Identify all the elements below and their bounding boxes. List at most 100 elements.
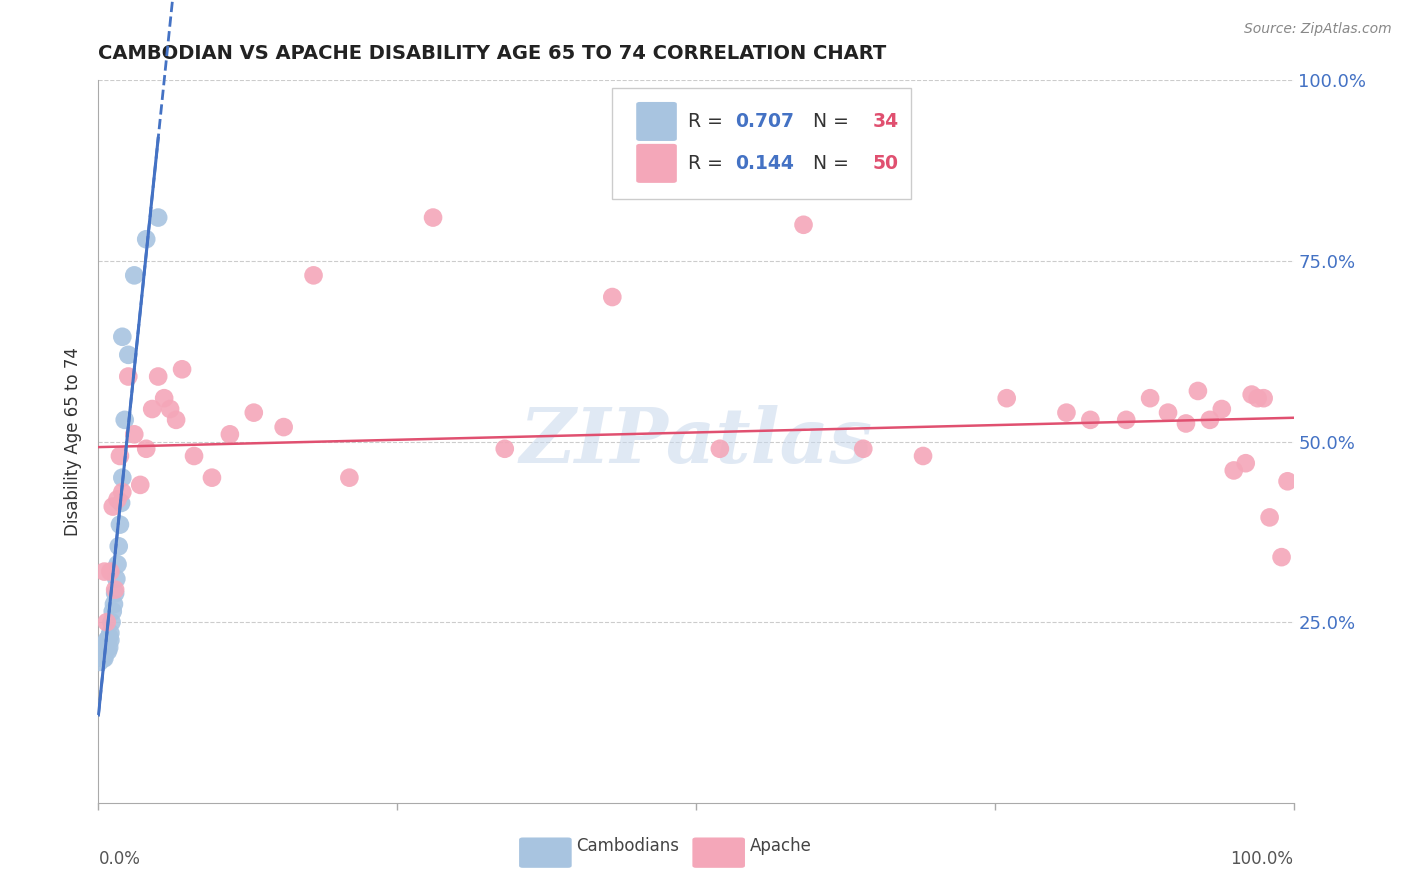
Point xyxy=(135,232,157,246)
FancyBboxPatch shape xyxy=(519,838,572,868)
Text: 0.0%: 0.0% xyxy=(98,850,141,868)
Point xyxy=(101,604,124,618)
Point xyxy=(103,597,125,611)
Point xyxy=(90,648,112,662)
Point xyxy=(422,211,444,225)
Point xyxy=(105,572,128,586)
Text: Cambodians: Cambodians xyxy=(576,838,679,855)
Point xyxy=(273,420,295,434)
Point xyxy=(100,615,122,630)
Point xyxy=(1056,406,1078,420)
Y-axis label: Disability Age 65 to 74: Disability Age 65 to 74 xyxy=(63,347,82,536)
Point xyxy=(93,651,115,665)
Point xyxy=(108,517,131,532)
Point xyxy=(104,582,127,597)
Text: 50: 50 xyxy=(873,153,898,173)
Point xyxy=(124,268,146,283)
Point xyxy=(114,413,136,427)
Text: 0.707: 0.707 xyxy=(735,112,794,131)
Point xyxy=(709,442,731,456)
FancyBboxPatch shape xyxy=(613,87,911,200)
Point xyxy=(96,640,118,655)
Point xyxy=(852,442,875,456)
Point xyxy=(1271,550,1294,565)
Text: Source: ZipAtlas.com: Source: ZipAtlas.com xyxy=(1244,22,1392,37)
Text: CAMBODIAN VS APACHE DISABILITY AGE 65 TO 74 CORRELATION CHART: CAMBODIAN VS APACHE DISABILITY AGE 65 TO… xyxy=(98,45,887,63)
Point xyxy=(1247,391,1270,405)
Text: 34: 34 xyxy=(873,112,898,131)
Text: ZIPatlas: ZIPatlas xyxy=(519,405,873,478)
Point xyxy=(1211,402,1233,417)
Point xyxy=(1234,456,1257,470)
Point xyxy=(98,626,122,640)
Point xyxy=(91,644,114,658)
Point xyxy=(1258,510,1281,524)
Point xyxy=(1277,475,1299,489)
Point xyxy=(1175,417,1198,431)
Point xyxy=(1139,391,1161,405)
Point xyxy=(93,644,115,658)
Point xyxy=(91,651,114,665)
Text: N =: N = xyxy=(801,153,855,173)
Point xyxy=(98,565,122,579)
Point xyxy=(339,470,361,484)
Point xyxy=(111,485,134,500)
FancyBboxPatch shape xyxy=(637,102,676,141)
Point xyxy=(148,211,170,225)
Point xyxy=(117,369,139,384)
Point xyxy=(107,492,129,507)
Point xyxy=(107,539,129,553)
Point xyxy=(302,268,325,283)
FancyBboxPatch shape xyxy=(692,838,745,868)
Point xyxy=(101,500,124,514)
Point xyxy=(183,449,205,463)
Point xyxy=(793,218,815,232)
Text: 100.0%: 100.0% xyxy=(1230,850,1294,868)
Point xyxy=(129,478,152,492)
Point xyxy=(97,633,120,648)
Point xyxy=(148,369,170,384)
Point xyxy=(1115,413,1137,427)
Point xyxy=(107,558,129,572)
Point xyxy=(108,449,131,463)
Point xyxy=(1187,384,1209,398)
Point xyxy=(110,496,132,510)
Point xyxy=(117,348,139,362)
Point xyxy=(165,413,187,427)
Point xyxy=(97,644,120,658)
Point xyxy=(602,290,624,304)
Text: 0.144: 0.144 xyxy=(735,153,794,173)
Point xyxy=(141,402,163,417)
Point xyxy=(1240,387,1263,401)
Point xyxy=(93,565,115,579)
Point xyxy=(96,633,118,648)
Point xyxy=(243,406,266,420)
Text: R =: R = xyxy=(688,112,728,131)
FancyBboxPatch shape xyxy=(637,144,676,183)
Point xyxy=(91,640,114,655)
Point xyxy=(94,637,117,651)
Point xyxy=(1157,406,1180,420)
Point xyxy=(1199,413,1222,427)
Text: N =: N = xyxy=(801,112,855,131)
Point xyxy=(494,442,516,456)
Point xyxy=(89,655,111,669)
Point xyxy=(111,470,134,484)
Point xyxy=(98,633,122,648)
Point xyxy=(98,630,121,644)
Point xyxy=(135,442,157,456)
Point xyxy=(172,362,194,376)
Text: R =: R = xyxy=(688,153,728,173)
Point xyxy=(153,391,176,405)
Point xyxy=(98,640,121,655)
Point xyxy=(111,330,134,344)
Point xyxy=(91,644,114,658)
Point xyxy=(94,640,117,655)
Point xyxy=(995,391,1018,405)
Point xyxy=(124,427,146,442)
Point xyxy=(1080,413,1102,427)
Point xyxy=(1223,463,1246,477)
Point xyxy=(219,427,242,442)
Point xyxy=(201,470,224,484)
Point xyxy=(96,615,118,630)
